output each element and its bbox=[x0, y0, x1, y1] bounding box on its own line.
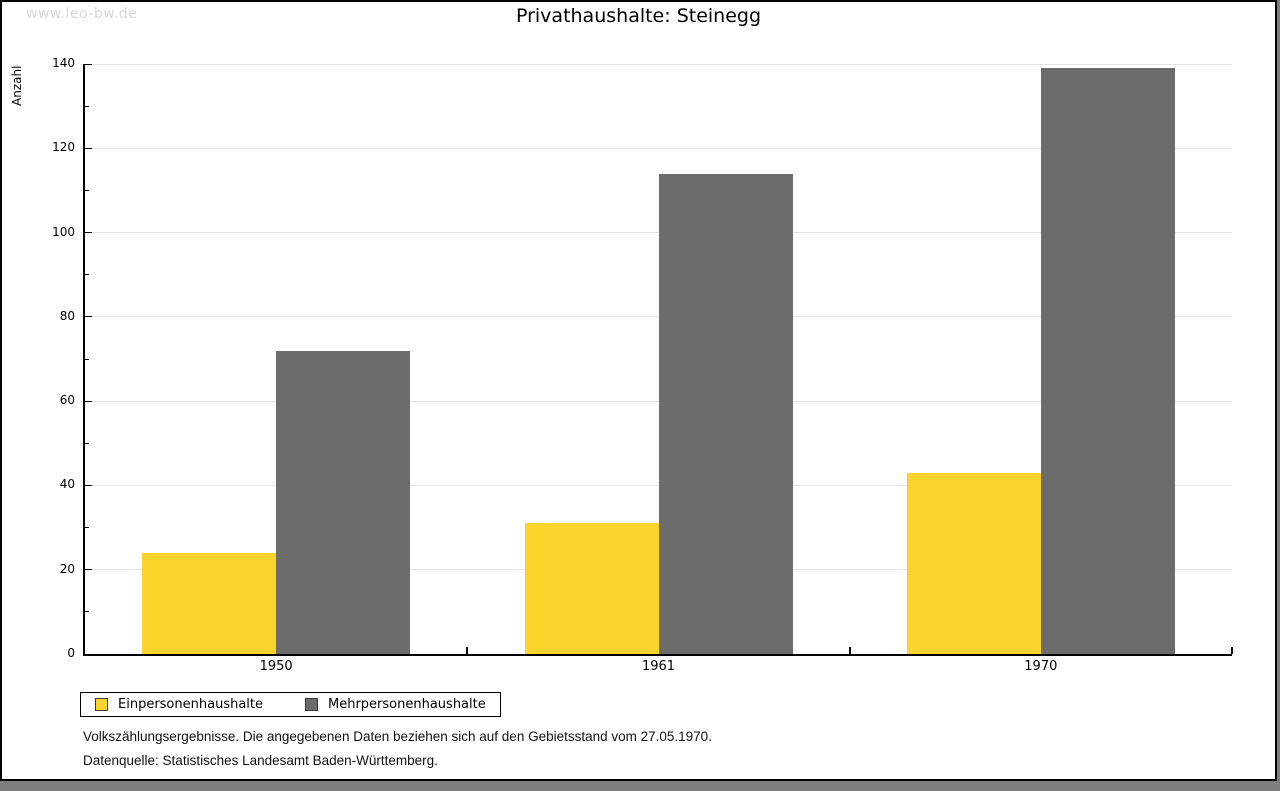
legend-item-mehrpersonenhaushalte: Mehrpersonenhaushalte bbox=[305, 697, 486, 712]
chart-title: Privathaushalte: Steinegg bbox=[515, 5, 762, 27]
y-axis-major-tick bbox=[85, 569, 92, 571]
y-axis-tick-label: 80 bbox=[59, 308, 75, 323]
bar-mehrpersonenhaushalte-1961 bbox=[658, 173, 793, 654]
x-axis-tick bbox=[848, 647, 851, 654]
y-axis-minor-tick bbox=[85, 105, 89, 107]
y-axis-tick-label: 120 bbox=[52, 140, 75, 155]
bar-einpersonenhaushalte-1961 bbox=[524, 523, 659, 654]
legend-label: Mehrpersonenhaushalte bbox=[328, 697, 486, 712]
legend-label: Einpersonenhaushalte bbox=[118, 697, 263, 712]
legend-item-einpersonenhaushalte: Einpersonenhaushalte bbox=[95, 697, 263, 712]
gridline bbox=[85, 147, 1232, 149]
y-axis-major-tick bbox=[85, 484, 92, 486]
x-axis-category-label: 1950 bbox=[259, 659, 293, 674]
y-axis-minor-tick bbox=[85, 358, 89, 360]
y-axis-tick-label: 0 bbox=[67, 646, 75, 660]
bar-einpersonenhaushalte-1970 bbox=[906, 472, 1041, 654]
footnote-census: Volkszählungsergebnisse. Die angegebenen… bbox=[83, 729, 712, 744]
y-axis-minor-tick bbox=[85, 274, 89, 276]
y-axis-minor-tick bbox=[85, 442, 89, 444]
y-axis-tick-label: 60 bbox=[59, 393, 75, 408]
y-axis-minor-tick bbox=[85, 527, 89, 529]
x-axis-category-label: 1961 bbox=[641, 659, 676, 674]
y-axis-major-tick bbox=[85, 63, 92, 65]
y-axis-major-tick bbox=[85, 400, 92, 402]
y-axis-line bbox=[83, 64, 85, 656]
plot-area: 0 20 40 60 80 100 120 140 1950 1961 1970 bbox=[52, 56, 1233, 674]
bar-mehrpersonenhaushalte-1950 bbox=[276, 350, 411, 654]
legend-swatch-yellow bbox=[95, 698, 108, 711]
y-axis-major-tick bbox=[85, 147, 92, 149]
bar-einpersonenhaushalte-1950 bbox=[142, 552, 277, 654]
x-axis-tick bbox=[466, 647, 469, 654]
gridline bbox=[85, 63, 1232, 65]
y-axis-major-tick bbox=[85, 232, 92, 234]
y-axis-minor-tick bbox=[85, 189, 89, 191]
legend-swatch-gray bbox=[305, 698, 318, 711]
y-axis-label: Anzahl bbox=[10, 65, 24, 106]
y-axis-tick-label: 100 bbox=[52, 224, 75, 239]
y-axis-minor-tick bbox=[85, 611, 89, 613]
bar-mehrpersonenhaushalte-1970 bbox=[1040, 68, 1175, 654]
x-axis-category-label: 1970 bbox=[1024, 659, 1058, 674]
footnote-source: Datenquelle: Statistisches Landesamt Bad… bbox=[83, 753, 438, 768]
x-axis-line bbox=[83, 654, 1232, 656]
y-axis-major-tick bbox=[85, 316, 92, 318]
y-axis-tick-label: 140 bbox=[52, 56, 75, 70]
watermark: www.leo-bw.de bbox=[26, 6, 138, 22]
y-axis-tick-label: 20 bbox=[59, 561, 75, 576]
x-axis-tick bbox=[1231, 647, 1233, 654]
y-axis-tick-label: 40 bbox=[59, 477, 75, 492]
legend: Einpersonenhaushalte Mehrpersonenhaushal… bbox=[80, 692, 501, 717]
